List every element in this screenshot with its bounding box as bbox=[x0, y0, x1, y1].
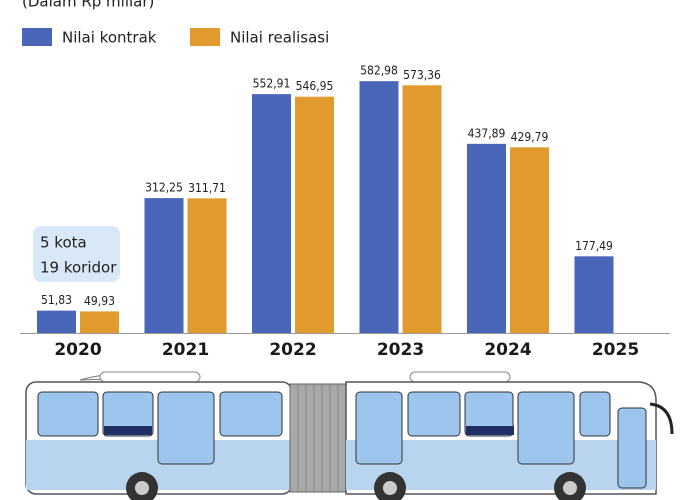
value-label: 573,36 bbox=[403, 68, 441, 82]
bar bbox=[359, 81, 399, 333]
value-label: 546,95 bbox=[296, 79, 334, 93]
bar bbox=[187, 198, 227, 333]
bar bbox=[295, 96, 334, 334]
value-label: 311,71 bbox=[188, 181, 226, 195]
bar bbox=[467, 143, 506, 333]
chart-subtitle: (Dalam Rp miliar) bbox=[22, 0, 154, 11]
bar bbox=[574, 256, 614, 333]
bus-illustration bbox=[25, 371, 674, 500]
value-label: 177,49 bbox=[575, 239, 613, 253]
annotation-box bbox=[33, 226, 120, 282]
bar bbox=[252, 94, 291, 333]
annotation: 19 koridor bbox=[40, 259, 117, 277]
x-tick-label: 2023 bbox=[377, 340, 424, 360]
legend-swatch bbox=[22, 28, 52, 46]
value-label: 429,79 bbox=[511, 130, 549, 144]
x-tick-label: 2024 bbox=[484, 340, 531, 360]
legend-label: Nilai realisasi bbox=[230, 29, 329, 47]
bar bbox=[144, 198, 184, 333]
x-tick-label: 2021 bbox=[162, 340, 209, 360]
value-label: 312,25 bbox=[145, 181, 183, 195]
value-label: 51,83 bbox=[41, 293, 72, 307]
annotation: 5 kota bbox=[40, 234, 87, 252]
legend-swatch bbox=[190, 28, 220, 46]
value-label: 582,98 bbox=[360, 64, 398, 78]
value-label: 49,93 bbox=[84, 294, 115, 308]
bar bbox=[402, 85, 442, 334]
legend-label: Nilai kontrak bbox=[62, 29, 157, 47]
value-label: 437,89 bbox=[468, 126, 506, 140]
bar bbox=[80, 311, 119, 333]
x-tick-label: 2022 bbox=[269, 340, 316, 360]
x-tick-label: 2025 bbox=[592, 340, 639, 360]
value-label: 552,91 bbox=[253, 77, 291, 91]
x-tick-label: 2020 bbox=[54, 340, 101, 360]
bar bbox=[510, 147, 549, 333]
bar bbox=[37, 310, 76, 333]
